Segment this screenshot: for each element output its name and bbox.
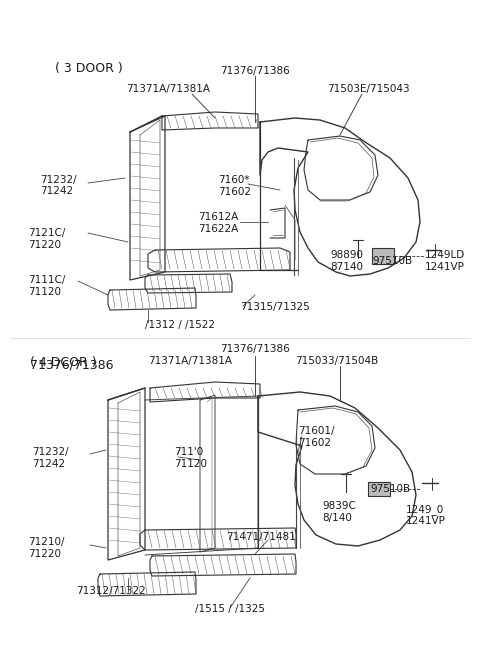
Text: /1515 / /1325: /1515 / /1325 xyxy=(195,604,265,614)
Text: /1312 / /1522: /1312 / /1522 xyxy=(145,320,215,330)
Text: 71232/: 71232/ xyxy=(40,175,77,185)
Text: 71612A: 71612A xyxy=(198,212,238,222)
Text: 8/140: 8/140 xyxy=(322,513,352,523)
Text: 97510B: 97510B xyxy=(372,256,412,266)
Text: 715033/71504B: 715033/71504B xyxy=(295,356,378,366)
Text: 71371A/71381A: 71371A/71381A xyxy=(148,356,232,366)
Text: 71220: 71220 xyxy=(28,549,61,559)
Text: 71503E/715043: 71503E/715043 xyxy=(327,84,409,94)
Text: 71220: 71220 xyxy=(28,240,61,250)
Text: 71602: 71602 xyxy=(218,187,251,197)
Text: 71120: 71120 xyxy=(28,287,61,297)
Text: 9839C: 9839C xyxy=(322,501,356,511)
Text: 98890: 98890 xyxy=(330,250,363,260)
Text: 71312/71322: 71312/71322 xyxy=(76,586,146,596)
Text: 71376/71386: 71376/71386 xyxy=(220,344,290,354)
Text: 71471/71481: 71471/71481 xyxy=(226,532,296,542)
Bar xyxy=(372,248,394,264)
Text: 71120: 71120 xyxy=(174,459,207,469)
Text: ( 3 DOOR ): ( 3 DOOR ) xyxy=(55,62,123,75)
Text: 71232/: 71232/ xyxy=(32,447,69,457)
Text: 1241VP: 1241VP xyxy=(425,262,465,272)
Text: 7121C/: 7121C/ xyxy=(28,228,65,238)
Bar xyxy=(368,482,390,496)
Text: 71376/71386: 71376/71386 xyxy=(30,358,113,371)
Text: 1249LD: 1249LD xyxy=(425,250,465,260)
Text: 71242: 71242 xyxy=(32,459,65,469)
Text: 1249_0: 1249_0 xyxy=(406,504,444,515)
Text: 71210/: 71210/ xyxy=(28,537,64,547)
Text: 71376/71386: 71376/71386 xyxy=(220,66,290,76)
Text: 71315/71325: 71315/71325 xyxy=(240,302,310,312)
Text: 7111C/: 7111C/ xyxy=(28,275,65,285)
Text: ( 4 DCOR ): ( 4 DCOR ) xyxy=(30,356,96,369)
Text: 71602: 71602 xyxy=(298,438,331,448)
Text: 97510B: 97510B xyxy=(370,484,410,494)
Text: 711'0: 711'0 xyxy=(174,447,203,457)
Text: 71242: 71242 xyxy=(40,186,73,196)
Text: 71601/: 71601/ xyxy=(298,426,335,436)
Text: 71622A: 71622A xyxy=(198,224,238,234)
Text: 87140: 87140 xyxy=(330,262,363,272)
Text: 1241VP: 1241VP xyxy=(406,516,446,526)
Text: 71371A/71381A: 71371A/71381A xyxy=(126,84,210,94)
Text: 7160*: 7160* xyxy=(218,175,250,185)
